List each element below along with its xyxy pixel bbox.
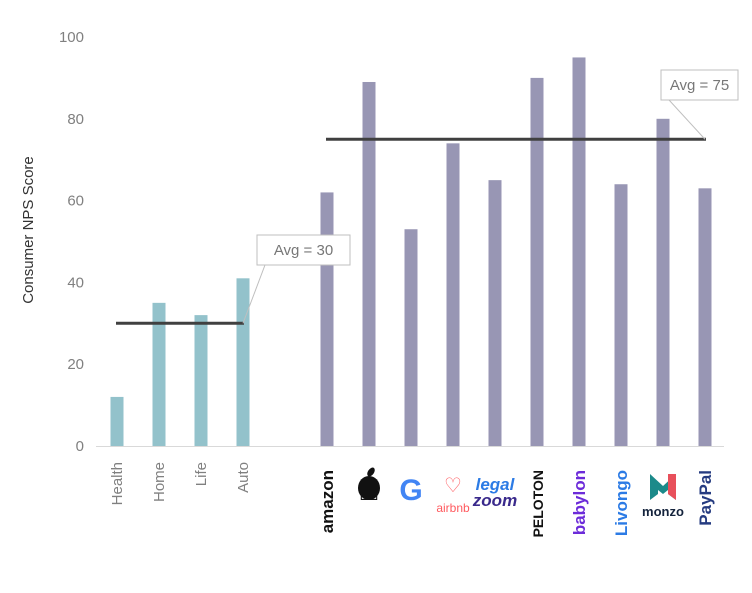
logo-google: G — [399, 474, 422, 507]
y-tick-label: 100 — [59, 29, 84, 46]
logo-legalzoom: legal — [476, 475, 516, 494]
bar-health — [110, 396, 124, 446]
y-tick-label: 40 — [67, 274, 84, 291]
average-callout-box — [256, 234, 351, 266]
y-tick-label: 0 — [76, 438, 84, 455]
callout-leader — [667, 99, 706, 140]
logo-paypal: PayPal — [696, 470, 715, 526]
average-callout-label: Avg = 30 — [274, 242, 333, 259]
bar-babylon — [572, 57, 586, 446]
bar-amazon — [320, 192, 334, 446]
average-callout-label: Avg = 75 — [670, 77, 729, 94]
bar-apple — [362, 81, 376, 447]
bar-life — [194, 315, 208, 446]
bar-peloton — [530, 77, 544, 447]
logo-livongo: Livongo — [612, 470, 631, 536]
apple-leaf-icon — [367, 467, 375, 477]
bar-airbnb — [446, 143, 460, 446]
bar-livongo — [614, 184, 628, 447]
logo-peloton: PELOTON — [530, 470, 546, 537]
logo-amazon: amazon — [318, 470, 337, 533]
logo-legalzoom-2: zoom — [472, 491, 517, 510]
category-label: Auto — [235, 462, 252, 493]
monzo-logo-accent — [668, 474, 676, 500]
bar-home — [152, 302, 166, 446]
y-tick-label: 60 — [67, 193, 84, 210]
bar-legal-zoom — [488, 180, 502, 446]
logo-airbnb: airbnb — [436, 501, 470, 515]
bar-google — [404, 229, 418, 446]
logo-monzo: monzo — [642, 504, 684, 519]
bar-monzo — [656, 118, 670, 447]
category-label: Home — [151, 462, 168, 502]
average-callout-box — [660, 69, 739, 101]
category-label: Health — [109, 462, 126, 505]
bar-auto — [236, 278, 250, 446]
bar-paypal — [698, 188, 712, 446]
category-label: Life — [193, 462, 210, 486]
y-tick-label: 20 — [67, 356, 84, 373]
airbnb-logo-icon: ♡ — [444, 475, 462, 497]
apple-logo-icon — [358, 476, 380, 500]
y-tick-label: 80 — [67, 111, 84, 128]
y-axis-label: Consumer NPS Score — [20, 156, 37, 304]
logo-babylon: babylon — [570, 470, 589, 535]
